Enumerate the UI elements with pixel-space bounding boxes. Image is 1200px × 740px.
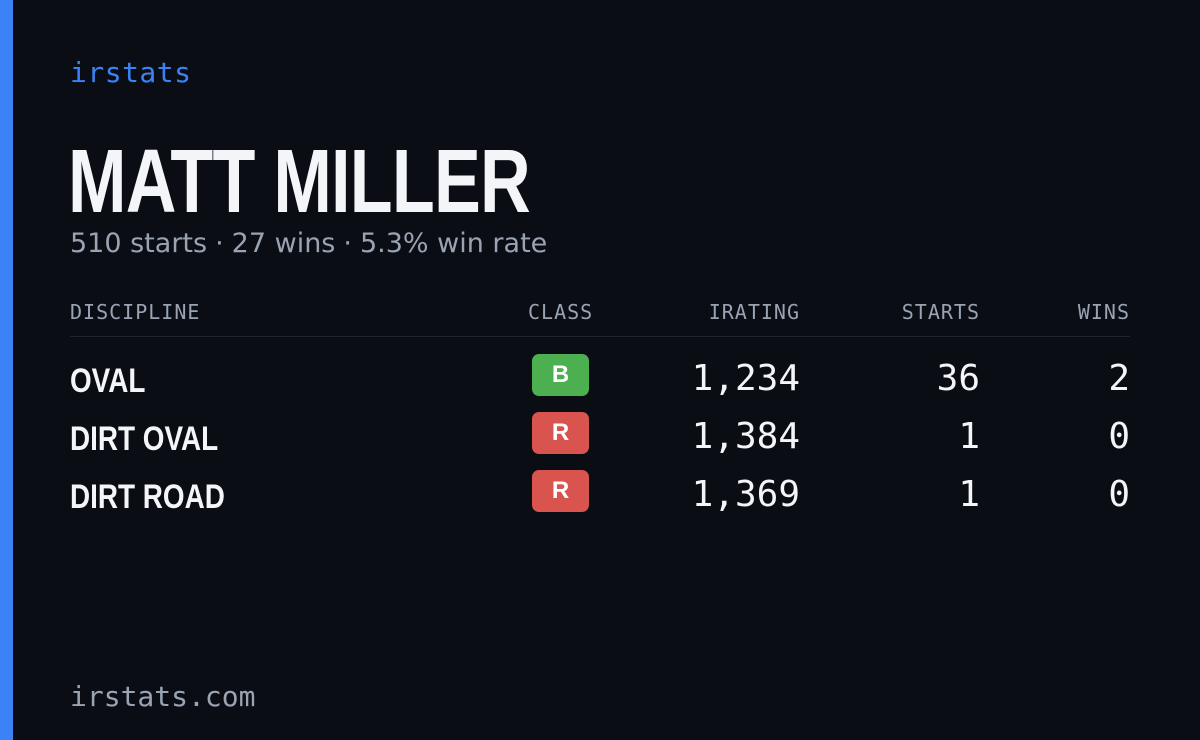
brand-logo: irstats [70, 56, 192, 89]
wins-value: 2 [1108, 358, 1130, 399]
header-divider [70, 336, 1130, 337]
header-class: CLASS [528, 300, 594, 324]
table-row: DIRT ROAD R 1,369 1 0 [70, 470, 1130, 520]
table-header: DISCIPLINE CLASS IRATING STARTS WINS [70, 300, 1130, 330]
separator: · [215, 228, 224, 259]
header-starts: STARTS [901, 300, 980, 324]
win-rate-summary: 5.3% win rate [359, 228, 548, 259]
irating-value: 1,369 [691, 474, 800, 515]
starts-value: 1 [958, 474, 980, 515]
irating-value: 1,234 [691, 358, 800, 399]
wins-value: 0 [1108, 474, 1130, 515]
discipline-name: OVAL [70, 362, 146, 400]
accent-bar [0, 0, 13, 740]
header-irating: IRATING [708, 300, 800, 324]
starts-value: 36 [936, 358, 980, 399]
discipline-name: DIRT ROAD [70, 478, 225, 516]
class-badge: R [532, 412, 589, 454]
starts-value: 1 [958, 416, 980, 457]
header-discipline: DISCIPLINE [70, 300, 201, 324]
separator: · [343, 228, 352, 259]
class-badge: B [532, 354, 589, 396]
table-row: OVAL B 1,234 36 2 [70, 354, 1130, 404]
driver-name: MATT MILLER [68, 132, 531, 232]
table-row: DIRT OVAL R 1,384 1 0 [70, 412, 1130, 462]
wins-summary: 27 wins [231, 228, 336, 259]
discipline-name: DIRT OVAL [70, 420, 219, 458]
starts-summary: 510 starts [70, 228, 208, 259]
class-badge: R [532, 470, 589, 512]
wins-value: 0 [1108, 416, 1130, 457]
footer-url: irstats.com [70, 680, 256, 713]
header-wins: WINS [1077, 300, 1130, 324]
driver-summary: 510 starts · 27 wins · 5.3% win rate [70, 228, 547, 259]
irating-value: 1,384 [691, 416, 800, 457]
